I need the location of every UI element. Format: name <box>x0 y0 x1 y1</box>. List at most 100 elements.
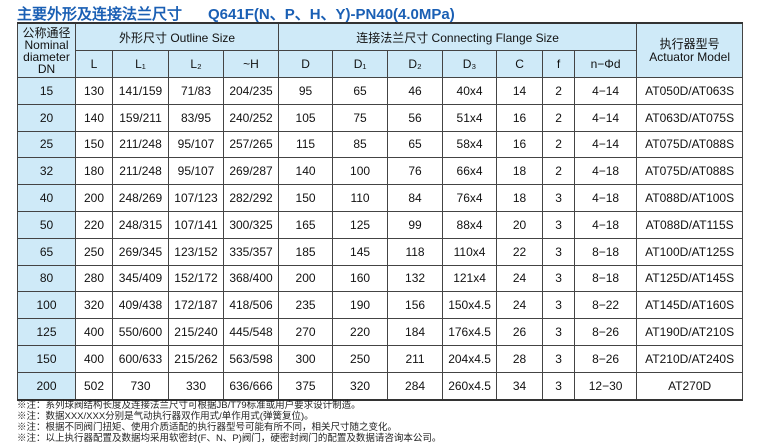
header-flange: 连接法兰尺寸 Connecting Flange Size <box>278 22 638 51</box>
table-cell: 46 <box>387 77 444 105</box>
table-cell: 368/400 <box>222 264 280 293</box>
dn-cell: 125 <box>17 318 76 346</box>
table-cell: 2 <box>542 157 576 186</box>
table-cell: 125 <box>332 210 389 239</box>
table-cell: 28 <box>496 344 544 373</box>
table-cell: 4−14 <box>574 130 638 159</box>
column-header: ~H <box>222 50 280 78</box>
dn-cell: 32 <box>17 157 76 186</box>
table-cell: 3 <box>542 210 576 239</box>
table-cell: 280 <box>75 264 113 293</box>
table-cell: 375 <box>278 371 334 401</box>
table-cell: 320 <box>75 291 113 320</box>
table-cell: 4−18 <box>574 157 638 186</box>
table-row: 40 200 248/269 107/123 282/292 150 110 84 76x4 18… <box>17 184 744 212</box>
table-cell: 8−26 <box>574 318 638 346</box>
table-cell: 270 <box>278 318 334 346</box>
table-cell: 160 <box>332 264 389 293</box>
table-cell: 88x4 <box>442 210 498 239</box>
table-cell: 220 <box>75 210 113 239</box>
table-cell: 4−18 <box>574 184 638 212</box>
table-cell: 184 <box>387 318 444 346</box>
table-cell: 95 <box>278 77 334 105</box>
table-cell: AT075D/AT088S <box>636 130 744 159</box>
column-header: f <box>542 50 576 78</box>
table-cell: 121x4 <box>442 264 498 293</box>
table-cell: 3 <box>542 344 576 373</box>
dn-cell: 40 <box>17 184 76 212</box>
table-cell: 418/506 <box>222 291 280 320</box>
table-cell: 636/666 <box>222 371 280 401</box>
table-cell: 300 <box>278 344 334 373</box>
table-cell: 4−14 <box>574 77 638 105</box>
dn-cell: 80 <box>17 264 76 293</box>
table-cell: 71/83 <box>168 77 224 105</box>
table-cell: 211/248 <box>112 130 169 159</box>
table-cell: 8−22 <box>574 291 638 320</box>
table-cell: 76 <box>387 157 444 186</box>
table-cell: 335/357 <box>222 237 280 266</box>
table-cell: 65 <box>387 130 444 159</box>
table-row: 80 280 345/409 152/172 368/400 200 160 132 121x4… <box>17 264 744 293</box>
table-cell: 18 <box>496 157 544 186</box>
table-cell: 250 <box>75 237 113 266</box>
table-cell: 100 <box>332 157 389 186</box>
table-cell: 123/152 <box>168 237 224 266</box>
table-cell: 250 <box>332 344 389 373</box>
note-line: ※注：数据XXX/XXX分别是气动执行器双作用式/单作用式(弹簧复位)。 <box>17 411 314 422</box>
table-cell: 165 <box>278 210 334 239</box>
table-cell: 150 <box>278 184 334 212</box>
column-header: D₃ <box>442 50 498 78</box>
table-cell: 257/265 <box>222 130 280 159</box>
table-cell: 409/438 <box>112 291 169 320</box>
table-cell: 140 <box>278 157 334 186</box>
table-cell: 211 <box>387 344 444 373</box>
table-cell: 563/598 <box>222 344 280 373</box>
dn-cell: 200 <box>17 371 76 401</box>
table-cell: 107/141 <box>168 210 224 239</box>
table-cell: 132 <box>387 264 444 293</box>
table-cell: 320 <box>332 371 389 401</box>
notes: ※注：系列球阀结构长度及连接法兰尺寸可根据JB/T79标准或用户要求设计制造。 ※… <box>17 400 441 444</box>
table-cell: 8−18 <box>574 237 638 266</box>
table-cell: 3 <box>542 184 576 212</box>
table-cell: 2 <box>542 130 576 159</box>
table-cell: 107/123 <box>168 184 224 212</box>
table-cell: 4−14 <box>574 103 638 132</box>
table-cell: 56 <box>387 103 444 132</box>
title-model: Q641F(N、P、H、Y)-PN40(4.0MPa) <box>208 6 455 23</box>
column-header: C <box>496 50 544 78</box>
table-cell: 145 <box>332 237 389 266</box>
table-cell: AT270D <box>636 371 744 401</box>
table-cell: 215/240 <box>168 318 224 346</box>
table-cell: 156 <box>387 291 444 320</box>
table-row: 125 400 550/600 215/240 445/548 270 220 184 176x… <box>17 318 744 346</box>
table-cell: 445/548 <box>222 318 280 346</box>
table-cell: AT190D/AT210S <box>636 318 744 346</box>
dn-cell: 25 <box>17 130 76 159</box>
table-cell: 150x4.5 <box>442 291 498 320</box>
table-cell: 115 <box>278 130 334 159</box>
table-cell: 176x4.5 <box>442 318 498 346</box>
table-cell: 4−18 <box>574 210 638 239</box>
table-row: 32 180 211/248 95/107 269/287 140 100 76 66x4 18 2… <box>17 157 744 186</box>
table-cell: 248/315 <box>112 210 169 239</box>
table-cell: AT125D/AT145S <box>636 264 744 293</box>
column-header: L₁ <box>112 50 169 78</box>
column-header: D₁ <box>332 50 389 78</box>
table-cell: 282/292 <box>222 184 280 212</box>
table-row: 20 140 159/211 83/95 240/252 105 75 56 51x4 16 2 4−… <box>17 103 744 132</box>
table-cell: 20 <box>496 210 544 239</box>
dn-cell: 65 <box>17 237 76 266</box>
table-cell: 118 <box>387 237 444 266</box>
table-cell: 99 <box>387 210 444 239</box>
table-cell: AT063D/AT075S <box>636 103 744 132</box>
table-cell: 172/187 <box>168 291 224 320</box>
table-cell: 8−26 <box>574 344 638 373</box>
title-cn: 主要外形及连接法兰尺寸 <box>17 6 183 23</box>
table-cell: AT050D/AT063S <box>636 77 744 105</box>
table-cell: 550/600 <box>112 318 169 346</box>
table-cell: 200 <box>75 184 113 212</box>
table-cell: 248/269 <box>112 184 169 212</box>
table-cell: 150 <box>75 130 113 159</box>
